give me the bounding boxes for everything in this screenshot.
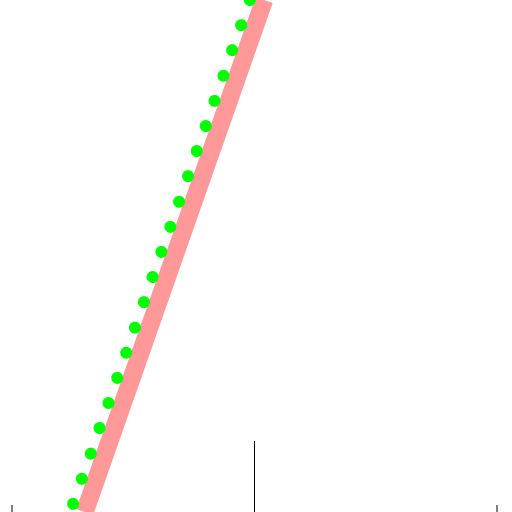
line-point	[75, 472, 88, 485]
line-point	[146, 270, 159, 283]
line-point	[84, 447, 97, 460]
line-point	[137, 296, 150, 309]
line-point	[120, 346, 133, 359]
line-point	[190, 145, 203, 158]
line-point	[208, 94, 221, 107]
line-point	[93, 422, 106, 435]
line-point	[173, 195, 186, 208]
line-point	[102, 396, 115, 409]
line-point	[128, 321, 141, 334]
line-point	[155, 245, 168, 258]
line-point	[217, 69, 230, 82]
line-point	[164, 220, 177, 233]
line-point	[67, 497, 80, 510]
line-point	[226, 44, 239, 57]
line-point	[199, 119, 212, 132]
line-point	[111, 371, 124, 384]
line-point	[235, 19, 248, 32]
line-series	[76, 0, 273, 512]
line-point	[182, 170, 195, 183]
line-point	[243, 0, 256, 6]
